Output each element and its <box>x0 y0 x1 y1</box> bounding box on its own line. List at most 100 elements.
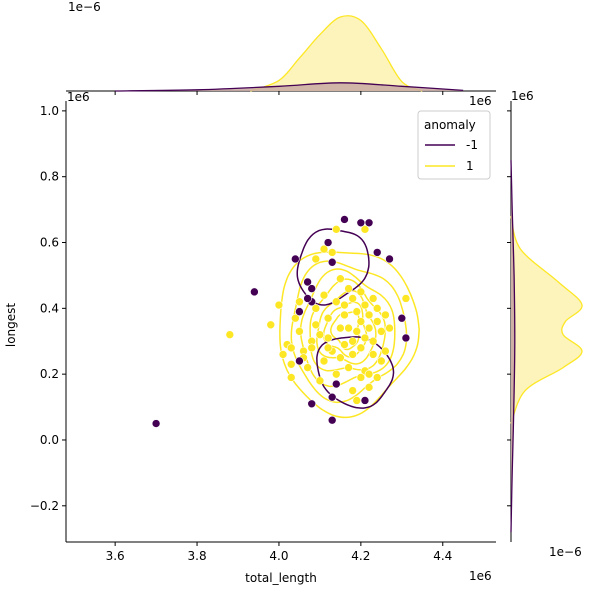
scatter-point-anomaly-1 <box>356 343 366 353</box>
scatter-point-anomaly-1 <box>348 336 357 346</box>
scatter-point-anomaly-1 <box>225 330 235 339</box>
top-marginal-fill-1 <box>250 15 423 91</box>
scatter-point-anomaly-neg1 <box>291 254 300 264</box>
y-tick-label: −0.2 <box>30 499 59 513</box>
scatter-point-anomaly-1 <box>295 327 304 336</box>
y-tick-label: 0.6 <box>40 236 59 250</box>
scatter-point-anomaly-1 <box>372 373 382 382</box>
scatter-point-anomaly-1 <box>340 310 349 320</box>
legend-label-pos: 1 <box>466 159 474 173</box>
scatter-point-anomaly-1 <box>385 323 394 333</box>
right-marginal-fill-1 <box>511 216 583 424</box>
x-tick-label: 4.2 <box>351 549 370 563</box>
scatter-point-anomaly-1 <box>364 383 374 392</box>
scatter-point-anomaly-neg1 <box>401 333 411 343</box>
scatter-point-anomaly-1 <box>319 290 329 300</box>
scatter-point-anomaly-neg1 <box>307 284 317 293</box>
scatter-point-anomaly-1 <box>356 373 366 382</box>
scatter-point-anomaly-1 <box>381 310 390 320</box>
x-tick-label: 3.8 <box>188 549 207 563</box>
y-tick-label: 0.0 <box>40 433 59 447</box>
y-tick-label: 1.0 <box>40 104 59 118</box>
scatter-point-anomaly-neg1 <box>364 218 374 228</box>
legend-label-neg: -1 <box>466 138 478 152</box>
scatter-point-anomaly-1 <box>348 350 357 359</box>
scatter-point-anomaly-1 <box>331 225 341 234</box>
scatter-point-anomaly-neg1 <box>356 218 366 228</box>
right-marginal-plot <box>507 101 583 542</box>
scatter-point-anomaly-1 <box>311 304 321 313</box>
scatter-point-anomaly-1 <box>323 343 333 353</box>
scatter-point-anomaly-1 <box>291 313 300 323</box>
scatter-point-anomaly-1 <box>364 323 374 333</box>
scatter-point-anomaly-neg1 <box>372 248 382 257</box>
scatter-point-anomaly-1 <box>372 317 382 326</box>
scatter-point-anomaly-1 <box>340 300 349 310</box>
scatter-point-anomaly-1 <box>266 320 276 330</box>
scatter-point-anomaly-neg1 <box>303 277 312 287</box>
scatter-point-anomaly-1 <box>368 336 378 346</box>
scatter-point-anomaly-neg1 <box>327 415 337 425</box>
scatter-point-anomaly-neg1 <box>323 238 333 247</box>
scatter-point-anomaly-1 <box>360 225 370 234</box>
scatter-point-anomaly-1 <box>286 343 296 353</box>
x-axis-title: total_length <box>245 571 317 585</box>
scatter-point-anomaly-neg1 <box>327 257 337 267</box>
right-marginal-line-1 <box>510 216 583 424</box>
scatter-point-anomaly-1 <box>364 369 374 379</box>
scatter-point-anomaly-1 <box>356 287 366 297</box>
scatter-point-anomaly-1 <box>352 307 362 316</box>
scatter-point-anomaly-1 <box>344 323 353 333</box>
scatter-point-anomaly-neg1 <box>397 313 407 323</box>
scatter-point-anomaly-1 <box>336 323 345 333</box>
scatter-point-anomaly-1 <box>315 330 325 339</box>
legend: anomaly -1 1 <box>417 110 491 180</box>
top-marginal-line-neg1 <box>115 82 464 92</box>
scatter-point-anomaly-1 <box>401 294 411 303</box>
scatter-point-anomaly-1 <box>319 356 329 366</box>
scatter-point-anomaly-1 <box>372 304 382 313</box>
scatter-points <box>151 215 411 428</box>
scatter-point-anomaly-1 <box>286 359 296 369</box>
scatter-point-anomaly-1 <box>327 248 337 257</box>
scatter-point-anomaly-1 <box>348 294 357 303</box>
scatter-point-anomaly-1 <box>360 333 370 343</box>
scatter-point-anomaly-neg1 <box>307 399 317 409</box>
x-tick-label: 3.6 <box>106 549 125 563</box>
scatter-point-anomaly-1 <box>377 356 386 366</box>
x-offset-label: 1e6 <box>469 569 492 583</box>
scatter-point-anomaly-1 <box>278 350 288 359</box>
scatter-point-anomaly-neg1 <box>303 294 312 303</box>
scatter-point-anomaly-1 <box>315 376 325 386</box>
scatter-point-anomaly-1 <box>340 340 349 349</box>
scatter-point-anomaly-1 <box>295 297 304 307</box>
scatter-point-anomaly-1 <box>331 369 341 379</box>
right-marginal-axis-offset-label: 1e6 <box>511 89 534 103</box>
scatter-point-anomaly-1 <box>356 317 366 326</box>
scatter-point-anomaly-neg1 <box>295 356 304 366</box>
x-tick-label: 4.4 <box>433 549 452 563</box>
scatter-point-anomaly-neg1 <box>360 396 370 405</box>
scatter-point-anomaly-1 <box>331 297 341 307</box>
scatter-point-anomaly-1 <box>319 244 329 254</box>
scatter-point-anomaly-1 <box>311 320 321 330</box>
scatter-point-anomaly-1 <box>360 300 370 310</box>
scatter-point-anomaly-1 <box>311 254 321 264</box>
scatter-point-anomaly-1 <box>368 350 378 359</box>
x-tick-label: 4.0 <box>269 549 288 563</box>
y-offset-label: 1e6 <box>67 90 90 104</box>
scatter-point-anomaly-neg1 <box>151 419 161 428</box>
right-marginal-fill-neg1 <box>511 160 515 533</box>
scatter-point-anomaly-1 <box>352 327 362 336</box>
scatter-point-anomaly-neg1 <box>327 392 337 402</box>
top-marginal-plot <box>66 15 496 95</box>
scatter-point-anomaly-1 <box>336 353 345 363</box>
scatter-point-anomaly-neg1 <box>331 379 341 389</box>
scatter-point-anomaly-1 <box>344 284 353 293</box>
top-marginal-axis-offset-label: 1e6 <box>469 94 492 108</box>
scatter-point-anomaly-1 <box>377 327 386 336</box>
scatter-point-anomaly-1 <box>381 346 390 356</box>
scatter-point-anomaly-1 <box>307 343 317 353</box>
scatter-point-anomaly-neg1 <box>385 254 394 264</box>
